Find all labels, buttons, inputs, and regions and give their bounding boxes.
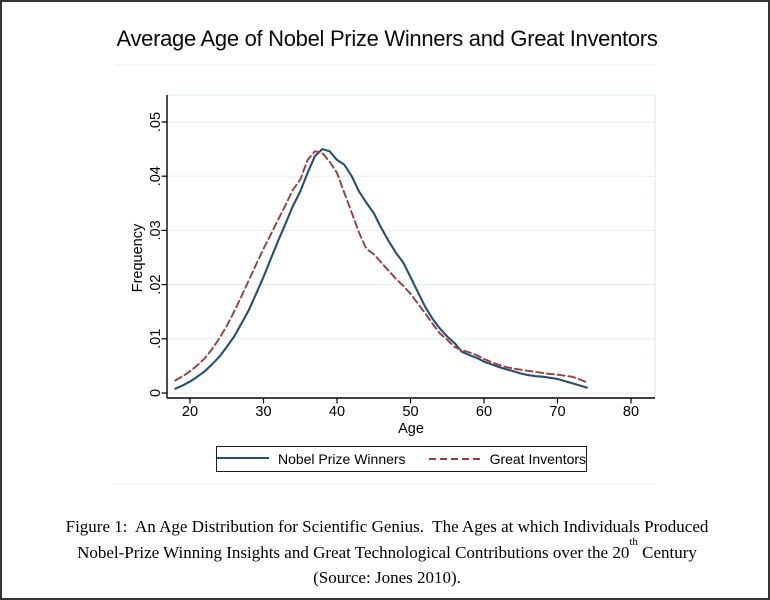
y-tick-label: .01	[148, 329, 164, 349]
x-axis-title: Age	[398, 421, 424, 437]
legend-item-inventors: Great Inventors	[428, 451, 587, 467]
caption-line-3: (Source: Jones 2010).	[313, 568, 461, 587]
x-tick-label: 80	[623, 404, 639, 420]
x-tick-label: 20	[182, 404, 198, 420]
x-tick-label: 50	[402, 404, 418, 420]
y-tick-label: .04	[148, 166, 164, 186]
caption-line-2: Nobel-Prize Winning Insights and Great T…	[77, 535, 697, 562]
legend-label-nobel: Nobel Prize Winners	[277, 451, 406, 467]
y-tick-label: 0	[148, 389, 164, 397]
x-tick-label: 70	[549, 404, 565, 420]
series-line-nobel-prize-winners	[174, 148, 588, 390]
y-tick-label: .05	[148, 112, 164, 132]
series-line-great-inventors	[174, 150, 588, 384]
nobel-line-swatch	[216, 457, 269, 461]
caption-superscript: th	[629, 535, 638, 548]
inventors-line-swatch	[428, 458, 481, 460]
chart-title: Average Age of Nobel Prize Winners and G…	[116, 26, 658, 51]
y-tick-label: .02	[148, 275, 164, 295]
figure-caption: Figure 1: An Age Distribution for Scient…	[37, 514, 737, 591]
y-tick-label: .03	[148, 220, 164, 240]
legend-item-nobel: Nobel Prize Winners	[216, 451, 406, 467]
y-axis-title: Frequency	[130, 223, 146, 292]
x-tick-label: 40	[329, 404, 345, 420]
x-tick-label: 30	[255, 404, 271, 420]
chart-legend: Nobel Prize Winners Great Inventors	[216, 446, 587, 472]
legend-label-inventors: Great Inventors	[489, 451, 587, 467]
caption-line-1: Figure 1: An Age Distribution for Scient…	[65, 517, 709, 536]
x-tick-label: 60	[476, 404, 492, 420]
